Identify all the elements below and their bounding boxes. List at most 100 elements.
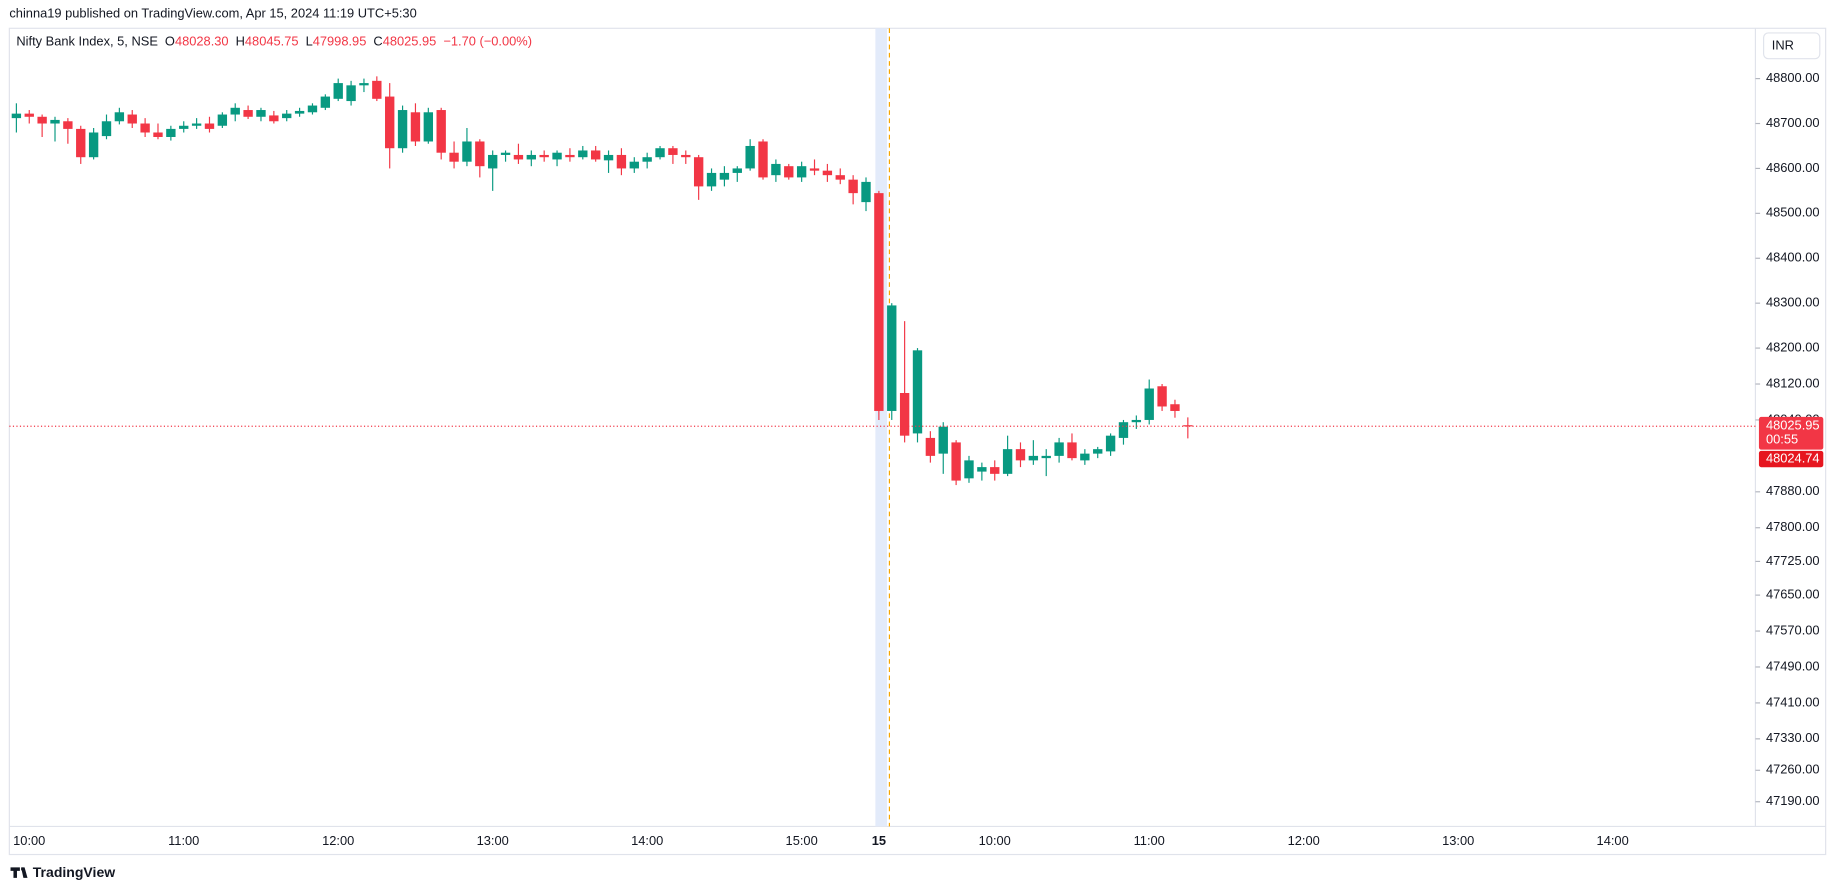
ohlc-label: H bbox=[236, 34, 245, 49]
y-tick-label: 48600.00 bbox=[1766, 160, 1820, 175]
candle-body bbox=[629, 161, 639, 169]
candle-body bbox=[977, 467, 987, 472]
y-tick-label: 47650.00 bbox=[1766, 587, 1820, 602]
candle-body bbox=[346, 85, 356, 102]
candle-body bbox=[230, 107, 240, 115]
symbol: Nifty Bank Index, 5, NSE bbox=[16, 34, 158, 49]
candle-body bbox=[166, 128, 176, 137]
candle-body bbox=[243, 110, 253, 117]
x-tick-label: 15 bbox=[872, 833, 886, 848]
candles bbox=[11, 76, 1193, 486]
currency-button[interactable] bbox=[1763, 32, 1821, 60]
candle-body bbox=[294, 110, 305, 114]
y-tick-label: 48300.00 bbox=[1766, 295, 1820, 310]
candle-body bbox=[899, 393, 910, 436]
candle-body bbox=[887, 305, 897, 411]
brand-logo bbox=[10, 867, 28, 878]
candle-body bbox=[861, 181, 871, 203]
candle-body bbox=[732, 168, 742, 173]
x-tick-label: 14:00 bbox=[1597, 833, 1629, 848]
ohlc-value: 48025.95 bbox=[383, 34, 437, 49]
candle-body bbox=[449, 152, 459, 162]
y-tick-label: 47190.00 bbox=[1766, 793, 1820, 808]
candle-body bbox=[784, 166, 794, 178]
candle-body bbox=[50, 119, 60, 124]
candle-body bbox=[951, 442, 961, 481]
candle-body bbox=[539, 154, 549, 158]
candle-body bbox=[835, 175, 845, 180]
candle-body bbox=[1144, 388, 1154, 420]
candle-body bbox=[616, 154, 627, 169]
candle-body bbox=[88, 132, 99, 158]
candle-body bbox=[359, 83, 369, 86]
candle-body bbox=[333, 83, 343, 99]
y-tick-label: 47570.00 bbox=[1766, 622, 1820, 637]
candle-body bbox=[269, 115, 279, 122]
y-tick-label: 48700.00 bbox=[1766, 115, 1820, 130]
candle-body bbox=[874, 193, 884, 411]
ohlc-value: 47998.95 bbox=[313, 34, 367, 49]
candle-body bbox=[1118, 422, 1129, 438]
price-tag-2-text: 48024.74 bbox=[1766, 450, 1820, 465]
candle-body bbox=[153, 132, 163, 137]
candle-body bbox=[76, 128, 86, 158]
published-note: chinna19 published on TradingView.com, A… bbox=[9, 6, 416, 21]
currency[interactable]: INR bbox=[1772, 37, 1794, 52]
price-tag-2 bbox=[1758, 450, 1824, 468]
x-tick-label: 13:00 bbox=[1442, 833, 1474, 848]
candle-body bbox=[771, 163, 781, 176]
candle-body bbox=[320, 96, 331, 108]
candle-body bbox=[1067, 442, 1077, 459]
candle-body bbox=[191, 123, 202, 126]
y-tick-label: 48400.00 bbox=[1766, 250, 1820, 265]
candle-body bbox=[758, 141, 768, 178]
candle-body bbox=[668, 148, 678, 155]
candle-body bbox=[500, 152, 511, 155]
candle-body bbox=[410, 112, 421, 142]
candle-body bbox=[1183, 425, 1193, 427]
price-tag-text: 48025.95 bbox=[1766, 418, 1820, 433]
y-tick-label: 47260.00 bbox=[1766, 762, 1820, 777]
candle-body bbox=[603, 154, 614, 161]
ohlc-label: O bbox=[165, 34, 175, 49]
candle-body bbox=[1080, 453, 1090, 461]
x-tick-label: 11:00 bbox=[168, 833, 199, 848]
candle-body bbox=[1105, 435, 1116, 452]
candle-body bbox=[282, 113, 292, 119]
ohlc-label: C bbox=[373, 34, 382, 49]
candle-body bbox=[552, 152, 562, 160]
candle-body bbox=[706, 172, 717, 187]
candle-body bbox=[848, 179, 858, 194]
candle-body bbox=[1028, 455, 1039, 461]
candle-body bbox=[1054, 442, 1064, 456]
candle-body bbox=[590, 150, 601, 160]
candle-body bbox=[642, 157, 652, 162]
candle-body bbox=[63, 121, 73, 129]
candle-body bbox=[1131, 419, 1142, 423]
candle-body bbox=[372, 80, 382, 99]
candle-body bbox=[307, 105, 318, 113]
pane-border bbox=[8, 27, 1827, 856]
candle-body bbox=[809, 168, 820, 171]
candle-body bbox=[1093, 449, 1103, 454]
y-tick-label: 47490.00 bbox=[1766, 658, 1820, 673]
candle-body bbox=[24, 113, 34, 117]
x-tick-label: 12:00 bbox=[322, 833, 354, 848]
candle-body bbox=[745, 145, 755, 169]
ohlc-label: L bbox=[306, 34, 313, 49]
candle-body bbox=[140, 123, 150, 133]
candle-body bbox=[114, 112, 125, 122]
candle-body bbox=[964, 460, 974, 479]
y-tick-label: 47410.00 bbox=[1766, 694, 1820, 709]
candle-body bbox=[423, 112, 434, 142]
candle-body bbox=[1041, 455, 1051, 459]
candle-body bbox=[204, 123, 215, 129]
y-tick-label: 48500.00 bbox=[1766, 205, 1820, 220]
brand: TradingView bbox=[33, 864, 115, 880]
x-tick-label: 11:00 bbox=[1134, 833, 1165, 848]
candle-body bbox=[1157, 386, 1167, 407]
x-tick-label: 10:00 bbox=[979, 833, 1011, 848]
candle-body bbox=[1170, 404, 1180, 411]
